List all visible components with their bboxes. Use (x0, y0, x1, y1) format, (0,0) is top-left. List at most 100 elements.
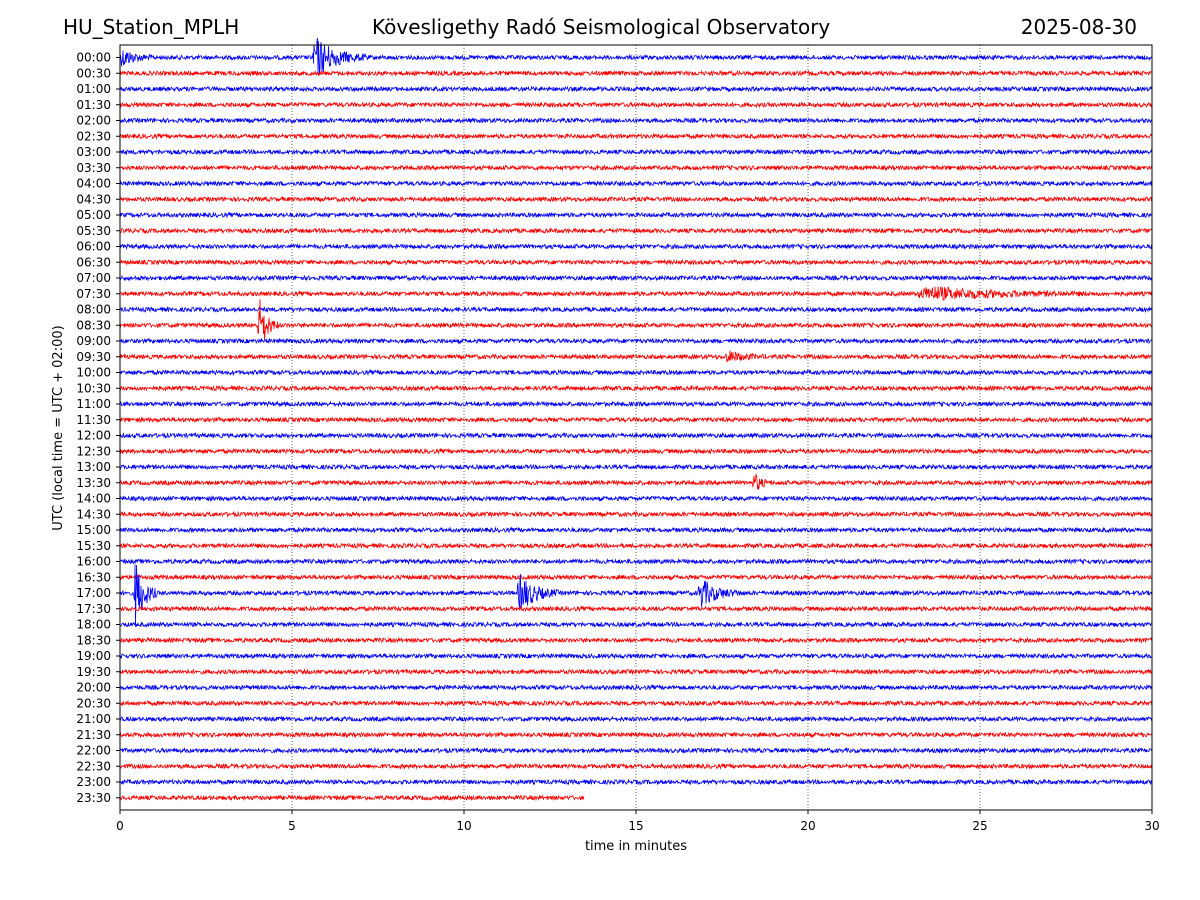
trace-1000 (119, 368, 1153, 377)
trace-0100 (119, 85, 1153, 93)
date-title: 2025-08-30 (1020, 15, 1137, 39)
y-tick-label: 06:30 (76, 255, 111, 269)
trace-2330 (119, 794, 585, 802)
trace-1500 (119, 526, 1153, 534)
trace-1600 (119, 557, 1153, 566)
x-tick-label: 20 (800, 819, 815, 833)
trace-1830 (119, 636, 1153, 644)
station-title: HU_Station_MPLH (63, 15, 240, 39)
y-tick-label: 11:00 (76, 397, 111, 411)
y-tick-label: 07:30 (76, 287, 111, 301)
grid (291, 45, 981, 810)
trace-2000 (119, 683, 1153, 692)
trace-1400 (119, 494, 1153, 503)
trace-0400 (119, 179, 1153, 188)
x-tick-label: 10 (456, 819, 471, 833)
trace-2300 (119, 778, 1153, 786)
y-tick-label: 14:00 (76, 492, 111, 506)
y-tick-label: 07:00 (76, 271, 111, 285)
y-tick-label: 18:00 (76, 618, 111, 632)
trace-0630 (119, 258, 1153, 266)
trace-2200 (119, 746, 1153, 755)
y-tick-label: 01:30 (76, 98, 111, 112)
y-tick-label: 00:00 (76, 51, 111, 65)
x-axis: 0 5 10 15 20 25 30 (116, 810, 1160, 833)
trace-1100 (119, 400, 1153, 408)
y-tick-label: 00:30 (76, 66, 111, 80)
trace-1300 (119, 463, 1153, 471)
trace-1630 (119, 573, 1153, 581)
trace-0930 (119, 350, 1153, 363)
y-tick-label: 03:00 (76, 145, 111, 159)
x-tick-label: 15 (628, 819, 643, 833)
y-tick-label: 18:30 (76, 633, 111, 647)
y-tick-label: 17:00 (76, 586, 111, 600)
y-axis-label: UTC (local time = UTC + 02:00) (51, 325, 66, 530)
y-tick-label: 08:30 (76, 318, 111, 332)
trace-0430 (119, 195, 1153, 203)
trace-0030 (119, 69, 1153, 77)
y-tick-label: 16:30 (76, 570, 111, 584)
y-tick-label: 16:00 (76, 555, 111, 569)
y-tick-label: 20:00 (76, 681, 111, 695)
trace-0600 (119, 242, 1153, 251)
y-tick-label: 15:30 (76, 539, 111, 553)
trace-0300 (119, 148, 1153, 156)
trace-0330 (119, 164, 1153, 172)
trace-1730 (119, 605, 1153, 613)
y-tick-label: 23:00 (76, 775, 111, 789)
trace-1330 (119, 473, 1153, 491)
y-tick-label: 12:00 (76, 429, 111, 443)
y-tick-label: 10:00 (76, 366, 111, 380)
trace-1130 (119, 416, 1153, 424)
y-tick-label: 21:30 (76, 728, 111, 742)
y-tick-label: 21:00 (76, 712, 111, 726)
trace-2130 (120, 731, 1153, 739)
x-tick-label: 0 (116, 819, 124, 833)
y-tick-label: 05:30 (76, 224, 111, 238)
trace-1800 (119, 620, 1153, 629)
trace-2030 (119, 699, 1153, 707)
y-tick-label: 22:00 (76, 744, 111, 758)
x-tick-label: 5 (288, 819, 296, 833)
y-tick-label: 06:00 (76, 240, 111, 254)
y-tick-label: 13:30 (76, 476, 111, 490)
trace-1230 (119, 447, 1153, 455)
y-tick-label: 03:30 (76, 161, 111, 175)
trace-0200 (119, 116, 1153, 125)
trace-2100 (119, 715, 1153, 723)
observatory-title: Kövesligethy Radó Seismological Observat… (372, 15, 831, 39)
trace-0700 (119, 274, 1153, 282)
y-tick-label: 10:30 (76, 381, 111, 395)
y-tick-label: 14:30 (76, 507, 111, 521)
y-tick-label: 04:00 (76, 177, 111, 191)
trace-1900 (119, 652, 1153, 660)
y-tick-label: 11:30 (76, 413, 111, 427)
y-tick-label: 19:00 (76, 649, 111, 663)
y-tick-label: 08:00 (76, 303, 111, 317)
y-tick-label: 12:30 (76, 444, 111, 458)
trace-group (119, 37, 1153, 802)
trace-2230 (119, 762, 1153, 770)
trace-0000 (119, 37, 1153, 74)
trace-0130 (119, 101, 1153, 109)
trace-1200 (119, 431, 1153, 440)
trace-0800 (119, 305, 1153, 314)
trace-1700 (119, 564, 1153, 627)
y-tick-label: 09:00 (76, 334, 111, 348)
y-tick-label: 17:30 (76, 602, 111, 616)
y-tick-label: 04:30 (76, 192, 111, 206)
y-tick-label: 09:30 (76, 350, 111, 364)
x-axis-label: time in minutes (585, 839, 687, 854)
y-tick-label: 01:00 (76, 82, 111, 96)
trace-0230 (119, 132, 1153, 140)
x-tick-label: 30 (1144, 819, 1159, 833)
trace-0530 (119, 227, 1153, 235)
trace-0730 (119, 286, 1153, 301)
y-tick-label: 19:30 (76, 665, 111, 679)
trace-0500 (119, 211, 1153, 219)
y-tick-label: 23:30 (76, 791, 111, 805)
trace-1430 (119, 510, 1153, 518)
